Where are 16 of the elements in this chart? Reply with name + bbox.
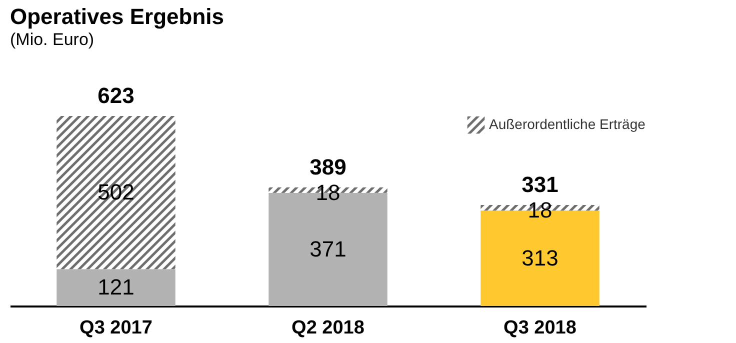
data-label: 313: [522, 245, 558, 270]
chart-title: Operatives Ergebnis: [10, 4, 224, 29]
data-label: 371: [310, 236, 346, 262]
x-tick-label: Q3 2018: [504, 318, 576, 338]
total-label: 331: [522, 172, 558, 198]
bar: [56, 116, 176, 270]
total-label: 389: [310, 154, 346, 180]
chart-subtitle: (Mio. Euro): [10, 30, 94, 49]
legend-label: Außerordentliche Erträge: [489, 116, 646, 132]
data-label: 502: [98, 180, 134, 205]
bar: [56, 269, 176, 306]
x-tick-label: Q2 2018: [292, 318, 364, 338]
data-label: 121: [98, 274, 134, 300]
total-label: 623: [98, 83, 134, 108]
data-label: 18: [316, 180, 340, 205]
x-tick-label: Q3 2017: [80, 318, 152, 338]
